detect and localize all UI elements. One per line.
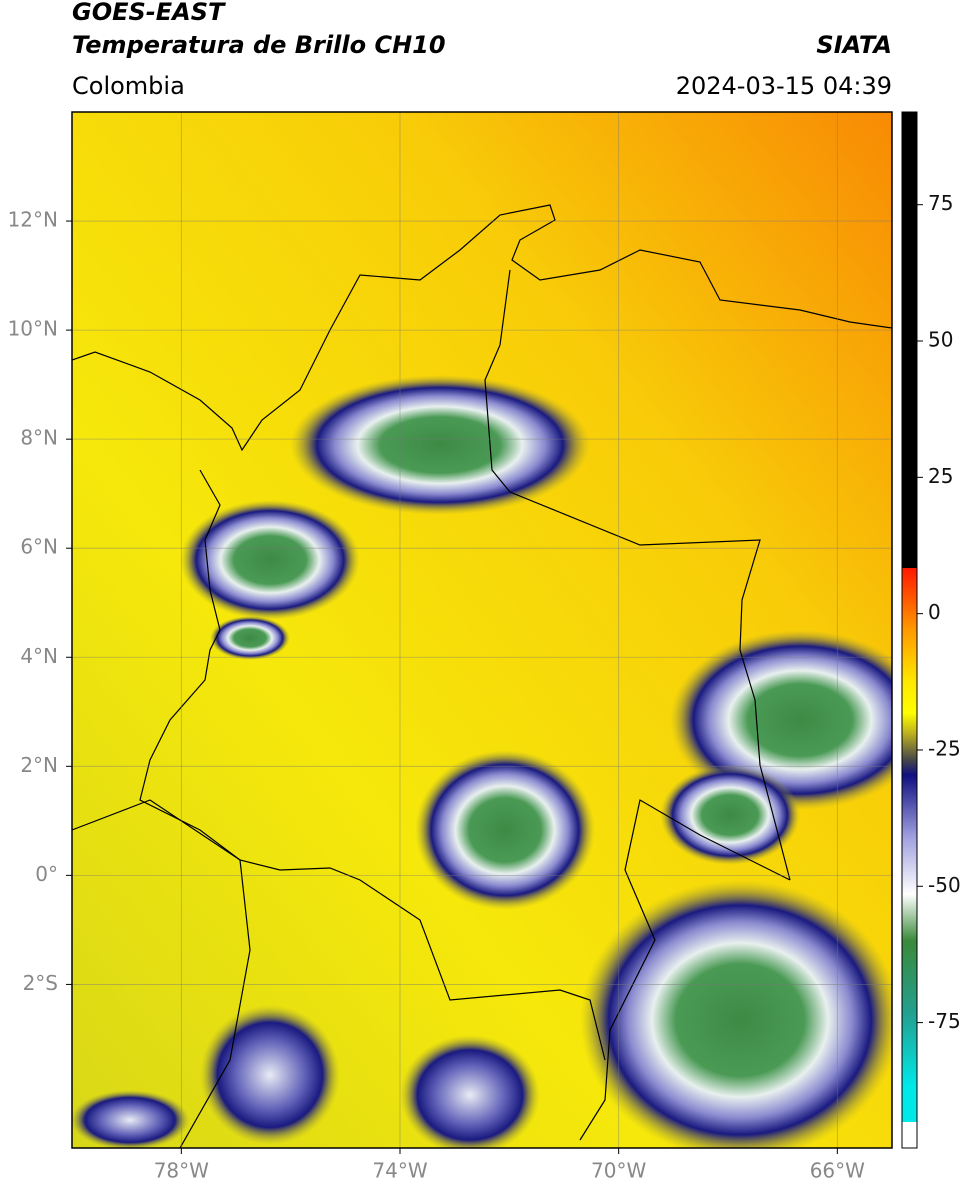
y-tick-label: 0°: [35, 862, 58, 886]
y-tick-label: 2°S: [23, 971, 58, 995]
x-tick-label: 70°W: [591, 1159, 646, 1183]
y-tick-label: 10°N: [8, 317, 58, 341]
colorbar-tick-label: 0: [928, 600, 941, 624]
map-frame: [71, 111, 893, 1149]
y-tick-label: 12°N: [8, 208, 58, 232]
map-image: [72, 112, 892, 1148]
colorbar-tick-label: -25: [928, 736, 961, 760]
colorbar-tick-label: -75: [928, 1009, 961, 1033]
colorbar-tick-label: 50: [928, 328, 953, 352]
subtitle: Temperatura de Brillo CH10: [72, 31, 446, 59]
colorbar: [901, 111, 918, 1149]
grid: [72, 112, 892, 1148]
region: Colombia: [72, 72, 185, 100]
y-tick-label: 8°N: [20, 426, 58, 450]
x-tick-label: 74°W: [372, 1159, 427, 1183]
datetime: 2024-03-15 04:39: [676, 72, 892, 100]
source: SIATA: [816, 31, 892, 59]
borders: [72, 204, 892, 1148]
title: GOES-EAST: [72, 0, 226, 26]
clouds: [72, 375, 892, 1148]
colorbar-tick-label: -50: [928, 873, 961, 897]
x-tick-label: 66°W: [810, 1159, 865, 1183]
y-tick-label: 6°N: [20, 535, 58, 559]
y-tick-label: 2°N: [20, 753, 58, 777]
x-tick-label: 78°W: [154, 1159, 209, 1183]
y-tick-label: 4°N: [20, 644, 58, 668]
colorbar-tick-label: 25: [928, 464, 953, 488]
colorbar-tick-label: 75: [928, 191, 953, 215]
